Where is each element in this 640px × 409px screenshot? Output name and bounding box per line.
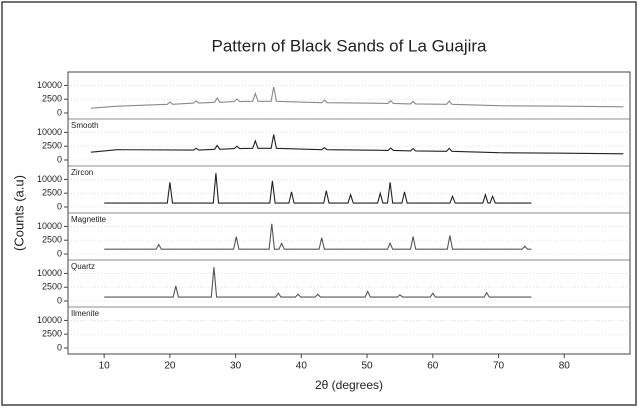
pattern-line	[104, 173, 532, 204]
chart-title: Pattern of Black Sands of La Guajira	[212, 36, 488, 55]
y-tick-label: 10000	[37, 221, 62, 231]
panel-label: Smooth	[71, 121, 99, 130]
panel-label: Zircon	[71, 168, 93, 177]
x-tick-label: 20	[164, 361, 176, 372]
y-tick-label: 0	[57, 107, 62, 117]
pattern-line	[90, 86, 624, 109]
y-tick-label: 10000	[37, 174, 62, 184]
y-tick-label: 2500	[42, 235, 62, 245]
y-tick-label: 0	[57, 295, 62, 305]
x-tick-label: 40	[296, 361, 308, 372]
x-tick-label: 50	[362, 361, 374, 372]
y-tick-label: 10000	[37, 127, 62, 137]
panel-label: Ilmenite	[71, 309, 100, 318]
panel-label: Quartz	[71, 262, 95, 271]
y-tick-label: 10000	[37, 268, 62, 278]
y-axis-label: (Counts (a.u)	[11, 175, 26, 251]
x-tick-label: 30	[230, 361, 242, 372]
y-tick-label: 2500	[42, 188, 62, 198]
x-tick-label: 10	[99, 361, 111, 372]
y-tick-label: 0	[57, 342, 62, 352]
y-tick-label: 2500	[42, 282, 62, 292]
y-tick-label: 2500	[42, 94, 62, 104]
y-tick-label: 10000	[37, 80, 62, 90]
y-tick-label: 2500	[42, 141, 62, 151]
pattern-line	[104, 223, 532, 250]
x-tick-label: 60	[427, 361, 439, 372]
y-tick-label: 10000	[37, 315, 62, 325]
y-tick-label: 0	[57, 154, 62, 164]
pattern-line	[90, 134, 624, 155]
x-axis-label: 2θ (degrees)	[315, 378, 383, 392]
x-tick-label: 70	[493, 361, 505, 372]
y-tick-label: 0	[57, 201, 62, 211]
y-tick-label: 2500	[42, 329, 62, 339]
pattern-line	[104, 267, 532, 298]
x-tick-label: 80	[559, 361, 571, 372]
y-tick-label: 0	[57, 248, 62, 258]
panel-label: Magnetite	[71, 215, 107, 224]
